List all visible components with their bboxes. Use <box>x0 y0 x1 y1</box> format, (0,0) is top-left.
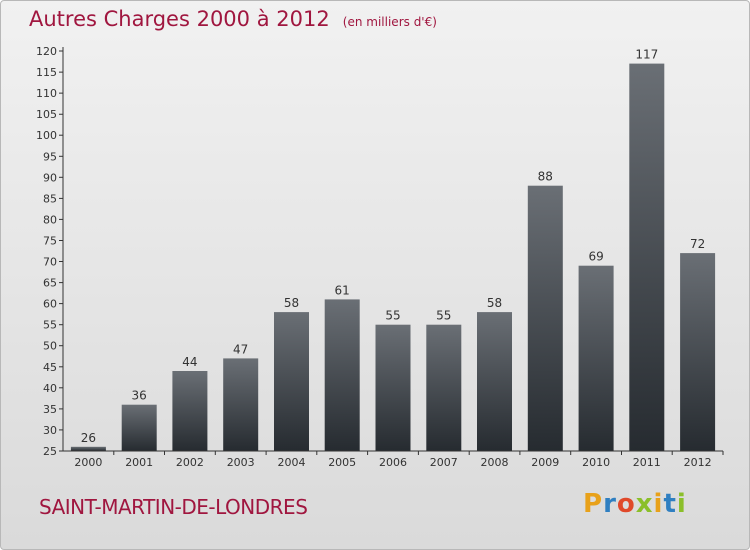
bar-2009 <box>527 185 563 451</box>
data-label-2006: 55 <box>385 309 400 323</box>
axes-group: 2000 2001 2002 2003 2004 2005 2006 2007 2008 2009… <box>36 45 724 469</box>
x-tick-label: 2012 <box>684 456 712 469</box>
x-tick-label: 2001 <box>125 456 153 469</box>
data-label-2007: 55 <box>436 309 451 323</box>
y-tick-label: 40 <box>43 382 57 395</box>
logo-letter: i <box>653 489 664 519</box>
y-tick-label: 105 <box>36 108 57 121</box>
y-tick-label: 75 <box>43 235 57 248</box>
y-tick-label: 45 <box>43 361 57 374</box>
data-label-2001: 36 <box>132 389 147 403</box>
x-tick-label: 2003 <box>227 456 255 469</box>
title-text: Autres Charges 2000 à 2012 <box>29 7 330 31</box>
y-tick-label: 25 <box>43 445 57 458</box>
data-label-2009: 88 <box>538 170 553 184</box>
city-name: SAINT-MARTIN-DE-LONDRES <box>39 495 308 519</box>
x-tick-label: 2006 <box>379 456 407 469</box>
data-label-2012: 72 <box>690 237 705 251</box>
bar-2008 <box>477 312 512 451</box>
y-tick-label: 70 <box>43 256 57 269</box>
x-tick-label: 2007 <box>430 456 458 469</box>
x-tick-label: 2002 <box>176 456 204 469</box>
data-label-2008: 58 <box>487 296 502 310</box>
bar-2007 <box>426 324 462 451</box>
data-label-2011: 117 <box>635 48 658 62</box>
proxiti-logo: Proxiti <box>583 489 687 519</box>
logo-letter: r <box>603 489 617 519</box>
y-tick-label: 80 <box>43 213 57 226</box>
logo-letter: o <box>616 489 636 519</box>
y-tick-label: 65 <box>43 277 57 290</box>
x-tick-label: 2009 <box>531 456 559 469</box>
x-tick-label: 2005 <box>328 456 356 469</box>
x-tick-label: 2008 <box>481 456 509 469</box>
data-label-2002: 44 <box>182 355 197 369</box>
chart-title: Autres Charges 2000 à 2012 (en milliers … <box>29 7 437 31</box>
y-tick-label: 50 <box>43 340 57 353</box>
data-label-2005: 61 <box>335 283 350 297</box>
unit-text: (en milliers d'€) <box>342 15 437 29</box>
y-tick-label: 30 <box>43 424 57 437</box>
x-tick-label: 2011 <box>633 456 661 469</box>
bar-2006 <box>375 324 411 451</box>
bar-2003 <box>223 358 259 451</box>
logo-letter: i <box>676 489 687 519</box>
y-tick-label: 95 <box>43 150 57 163</box>
y-tick-label: 110 <box>36 87 57 100</box>
x-tick-label: 2004 <box>278 456 306 469</box>
bars-group: 26 36 44 47 58 61 55 55 58 88 69 117 72 <box>70 48 716 451</box>
data-label-2003: 47 <box>233 342 248 356</box>
y-tick-label: 90 <box>43 171 57 184</box>
y-tick-label: 100 <box>36 129 57 142</box>
data-label-2000: 26 <box>81 431 96 445</box>
logo-letter: x <box>635 489 654 519</box>
y-tick-label: 35 <box>43 403 57 416</box>
bar-2000 <box>70 446 106 451</box>
y-tick-label: 55 <box>43 319 57 332</box>
bar-2004 <box>274 312 309 451</box>
y-tick-label: 115 <box>36 66 57 79</box>
y-tick-label: 120 <box>36 45 57 58</box>
bar-2005 <box>324 299 360 451</box>
y-tick-label: 85 <box>43 192 57 205</box>
bar-2001 <box>121 404 157 451</box>
bar-2002 <box>172 371 208 451</box>
logo-letter: P <box>583 489 604 519</box>
y-tick-label: 60 <box>43 298 57 311</box>
data-label-2004: 58 <box>284 296 299 310</box>
x-tick-label: 2000 <box>74 456 102 469</box>
bar-2010 <box>578 265 614 451</box>
x-tick-label: 2010 <box>582 456 610 469</box>
logo-letter: t <box>663 489 677 519</box>
bar-2011 <box>629 63 665 451</box>
data-label-2010: 69 <box>588 250 603 264</box>
bar-2012 <box>680 253 716 451</box>
